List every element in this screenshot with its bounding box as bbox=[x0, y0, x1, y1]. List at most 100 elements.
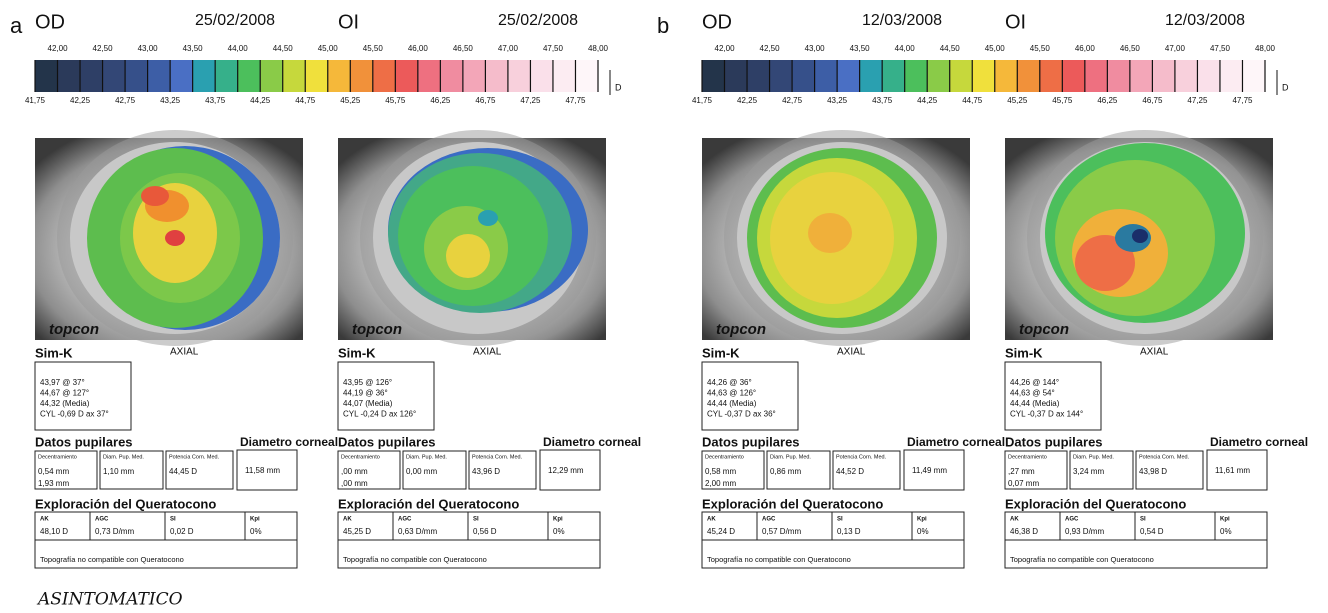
scale-label-bottom: 45,75 bbox=[1052, 96, 1073, 105]
pupil-title: Datos pupilares bbox=[1005, 434, 1103, 449]
scale-swatch bbox=[260, 60, 283, 92]
simk-title: Sim-K bbox=[1005, 345, 1043, 360]
scale-swatch bbox=[1085, 60, 1108, 92]
scale-label-top: 46,50 bbox=[1120, 44, 1141, 53]
simk-line: 44,44 (Media) bbox=[707, 399, 757, 408]
exam-date: 25/02/2008 bbox=[498, 12, 578, 29]
map-type: AXIAL bbox=[1140, 347, 1169, 358]
scale-label-top: 44,00 bbox=[228, 44, 249, 53]
scale-swatch bbox=[305, 60, 328, 92]
kc-value: 0,73 D/mm bbox=[95, 527, 134, 536]
pupil-value: 3,24 mm bbox=[1073, 467, 1104, 476]
scale-label-bottom: 43,25 bbox=[160, 96, 181, 105]
scale-label-top: 44,50 bbox=[273, 44, 294, 53]
scale-label-bottom: 44,75 bbox=[962, 96, 983, 105]
scale-label-bottom: 47,75 bbox=[565, 96, 586, 105]
simk-line: 44,63 @ 54° bbox=[1010, 389, 1055, 398]
pupil-value: ,27 mm bbox=[1008, 467, 1035, 476]
pupil-value: 0,54 mm bbox=[38, 467, 69, 476]
kc-value: 0% bbox=[250, 527, 262, 536]
topography-zone bbox=[808, 213, 852, 253]
pupil-value: ,00 mm bbox=[341, 479, 368, 488]
map-type: AXIAL bbox=[170, 347, 199, 358]
pupil-value: 0,00 mm bbox=[406, 467, 437, 476]
scale-label-top: 45,00 bbox=[985, 44, 1006, 53]
scale-swatch bbox=[215, 60, 238, 92]
kc-header: AGC bbox=[95, 517, 109, 523]
kc-header: SI bbox=[473, 517, 479, 523]
scale-label-top: 43,50 bbox=[183, 44, 204, 53]
scale-label-bottom: 44,25 bbox=[917, 96, 938, 105]
eye-side: OD bbox=[35, 11, 65, 33]
kc-header: Kpi bbox=[1220, 517, 1230, 523]
scale-swatch bbox=[35, 60, 58, 92]
kc-value: 0% bbox=[917, 527, 929, 536]
scale-swatch bbox=[1220, 60, 1243, 92]
scale-swatch bbox=[972, 60, 995, 92]
pupil-header: Potencia Corn. Med. bbox=[169, 454, 220, 460]
scale-swatch bbox=[860, 60, 883, 92]
scale-swatch bbox=[725, 60, 748, 92]
scale-label-top: 46,00 bbox=[408, 44, 429, 53]
scale-swatch bbox=[440, 60, 463, 92]
kc-value: 48,10 D bbox=[40, 527, 68, 536]
scale-label-bottom: 44,75 bbox=[295, 96, 316, 105]
kc-header: AGC bbox=[1065, 517, 1079, 523]
scale-swatch bbox=[1017, 60, 1040, 92]
figure: ASINTOMATICO a42,0042,5043,0043,5044,004… bbox=[0, 0, 1328, 613]
simk-line: 44,26 @ 144° bbox=[1010, 378, 1059, 387]
scale-label-top: 43,00 bbox=[805, 44, 826, 53]
pupil-header: Diam. Pup. Med. bbox=[770, 454, 811, 460]
scale-label-top: 46,00 bbox=[1075, 44, 1096, 53]
pupil-header: Diam. Pup. Med. bbox=[1073, 454, 1114, 460]
scale-label-bottom: 46,75 bbox=[475, 96, 496, 105]
scale-swatch bbox=[193, 60, 216, 92]
topography-zone bbox=[165, 230, 185, 246]
kc-value: 46,38 D bbox=[1010, 527, 1038, 536]
scale-label-bottom: 45,25 bbox=[340, 96, 361, 105]
exam-date: 12/03/2008 bbox=[862, 12, 942, 29]
kc-message: Topografía no compatible con Queratocono bbox=[40, 555, 184, 564]
simk-line: 44,26 @ 36° bbox=[707, 378, 752, 387]
scale-label-bottom: 41,75 bbox=[692, 96, 713, 105]
diameter-value: 11,49 mm bbox=[912, 466, 947, 475]
pupil-value: 1,10 mm bbox=[103, 467, 134, 476]
scale-label-bottom: 42,75 bbox=[115, 96, 136, 105]
kc-value: 0,02 D bbox=[170, 527, 194, 536]
kc-value: 0,56 D bbox=[473, 527, 497, 536]
simk-line: CYL -0,24 D ax 126° bbox=[343, 410, 416, 419]
scale-swatch bbox=[283, 60, 306, 92]
pupil-title: Datos pupilares bbox=[35, 434, 133, 449]
kc-header: AK bbox=[1010, 517, 1019, 523]
pupil-header: Decentramiento bbox=[1008, 454, 1047, 460]
pupil-title: Datos pupilares bbox=[338, 434, 436, 449]
topography-zone bbox=[478, 210, 498, 226]
map-type: AXIAL bbox=[837, 347, 866, 358]
diameter-title: Diametro corneal bbox=[543, 435, 641, 449]
device-logo: topcon bbox=[716, 321, 766, 338]
scale-swatch bbox=[995, 60, 1018, 92]
scale-swatch bbox=[58, 60, 81, 92]
scale-label-bottom: 43,75 bbox=[205, 96, 226, 105]
scale-label-bottom: 46,25 bbox=[1097, 96, 1118, 105]
pupil-title: Datos pupilares bbox=[702, 434, 800, 449]
scale-label-bottom: 42,75 bbox=[782, 96, 803, 105]
simk-line: 44,44 (Media) bbox=[1010, 399, 1060, 408]
scale-swatch bbox=[815, 60, 838, 92]
kc-header: AK bbox=[343, 517, 352, 523]
kc-value: 45,24 D bbox=[707, 527, 735, 536]
kc-header: SI bbox=[1140, 517, 1146, 523]
scale-label-top: 48,00 bbox=[1255, 44, 1276, 53]
kc-value: 0,93 D/mm bbox=[1065, 527, 1104, 536]
scale-swatch bbox=[792, 60, 815, 92]
simk-line: CYL -0,37 D ax 36° bbox=[707, 410, 776, 419]
kc-value: 0,57 D/mm bbox=[762, 527, 801, 536]
scale-swatch bbox=[80, 60, 103, 92]
scale-swatch bbox=[238, 60, 261, 92]
diameter-title: Diametro corneal bbox=[907, 435, 1005, 449]
scale-swatch bbox=[702, 60, 725, 92]
pupil-header: Potencia Corn. Med. bbox=[1139, 454, 1190, 460]
scale-swatch bbox=[418, 60, 441, 92]
scale-label-top: 42,50 bbox=[760, 44, 781, 53]
scale-swatch bbox=[350, 60, 373, 92]
